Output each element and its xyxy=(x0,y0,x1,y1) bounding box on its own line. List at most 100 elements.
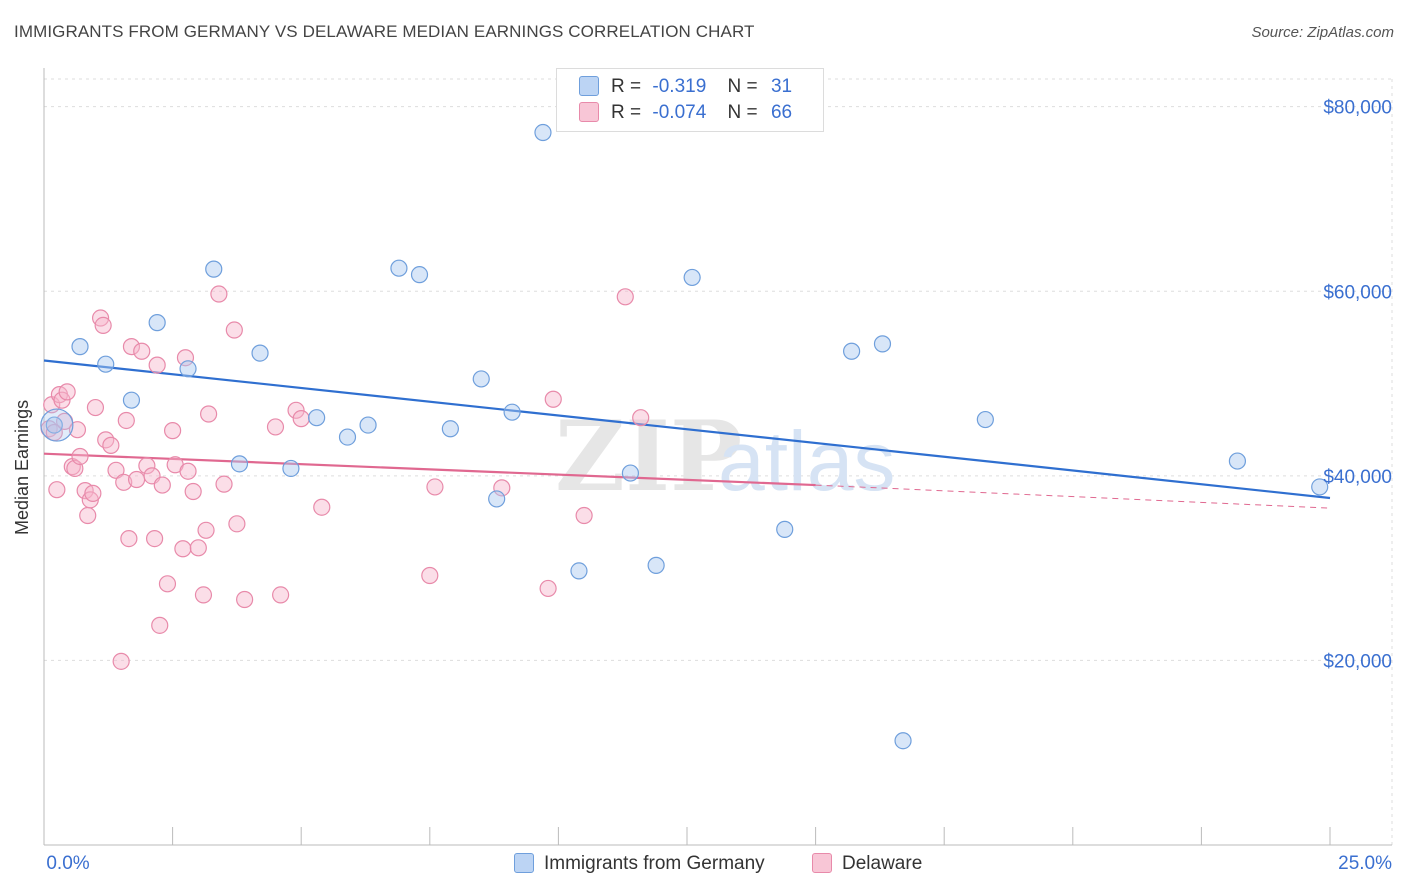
delaware-point xyxy=(151,616,169,634)
germany-point xyxy=(359,416,377,434)
watermark: ZIP atlas xyxy=(555,400,895,513)
germany-point xyxy=(390,259,408,277)
delaware-point xyxy=(194,586,213,604)
germany-point xyxy=(179,360,197,378)
legend-row-germany: R = -0.319 N = 31 xyxy=(579,76,792,100)
germany-point xyxy=(1311,478,1329,496)
legend-r-label: R = xyxy=(611,102,642,123)
legend-n-value: 66 xyxy=(770,102,793,123)
delaware-point xyxy=(272,586,290,604)
delaware-point xyxy=(421,566,439,585)
x-tick-label: 0.0% xyxy=(46,853,89,874)
legend-n-label: N = xyxy=(727,102,758,123)
delaware-point xyxy=(58,383,76,401)
delaware-point xyxy=(79,506,97,525)
germany-point xyxy=(976,410,994,429)
germany-point xyxy=(894,732,912,750)
germany-point xyxy=(647,556,665,574)
delaware-point xyxy=(287,401,305,419)
germany-point xyxy=(472,370,490,388)
legend-swatch-blue xyxy=(579,76,599,96)
germany-point xyxy=(205,260,223,278)
delaware-point xyxy=(426,478,444,496)
delaware-point xyxy=(112,652,130,670)
germany-trend-line xyxy=(43,359,1331,500)
bottom-legend-germany: Immigrants from Germany xyxy=(514,853,765,875)
y-tick-label: $80,000 xyxy=(1323,98,1392,119)
delaware-point xyxy=(86,398,105,417)
delaware-point xyxy=(266,418,285,436)
germany-point xyxy=(488,490,506,508)
delaware-point xyxy=(102,436,120,454)
bottom-legend-label: Immigrants from Germany xyxy=(544,853,765,874)
delaware-point xyxy=(200,405,218,423)
x-tick-label: 25.0% xyxy=(1338,853,1392,874)
source-label: Source: ZipAtlas.com xyxy=(1251,24,1394,41)
germany-point xyxy=(97,355,115,373)
delaware-point xyxy=(133,342,151,360)
germany-point xyxy=(1228,452,1247,470)
y-tick-label: $20,000 xyxy=(1323,651,1392,672)
germany-point xyxy=(621,464,640,482)
legend-r-label: R = xyxy=(611,76,642,97)
germany-point xyxy=(40,408,74,442)
axes xyxy=(43,68,1392,846)
delaware-point xyxy=(197,521,215,539)
delaware-point xyxy=(184,482,202,501)
trend-lines xyxy=(43,359,1331,509)
delaware-point xyxy=(107,461,125,479)
delaware-point xyxy=(493,479,511,497)
delaware-point xyxy=(616,288,634,306)
correlation-legend: R = -0.319 N = 31 R = -0.074 N = 66 xyxy=(556,68,824,132)
bottom-legend-swatch-blue xyxy=(514,853,534,873)
delaware-point xyxy=(48,481,66,499)
delaware-point xyxy=(148,356,166,374)
delaware-point xyxy=(117,411,135,430)
germany-point xyxy=(534,123,552,142)
germany-point xyxy=(503,403,521,421)
bottom-legend-swatch-pink xyxy=(812,853,832,873)
germany-point xyxy=(570,562,588,580)
delaware-point xyxy=(84,484,102,502)
y-axis-label: Median Earnings xyxy=(12,399,32,535)
delaware-point xyxy=(158,575,177,593)
delaware-trend-extension xyxy=(815,484,1331,509)
y-tick-label: $60,000 xyxy=(1323,282,1392,303)
germany-point xyxy=(683,268,701,287)
delaware-point xyxy=(145,529,164,548)
legend-row-delaware: R = -0.074 N = 66 xyxy=(579,102,792,126)
legend-n-value: 31 xyxy=(770,76,793,97)
legend-r-value: -0.319 xyxy=(652,76,707,97)
germany-point xyxy=(282,459,300,478)
germany-point xyxy=(251,344,269,362)
germany-point xyxy=(441,420,459,438)
germany-point xyxy=(338,428,357,446)
delaware-point xyxy=(225,321,243,339)
germany-point xyxy=(122,391,141,409)
delaware-point xyxy=(215,475,233,493)
chart-title: IMMIGRANTS FROM GERMANY VS DELAWARE MEDI… xyxy=(14,22,755,41)
delaware-point xyxy=(539,579,557,598)
delaware-point xyxy=(575,506,593,525)
delaware-point xyxy=(53,391,71,409)
delaware-point xyxy=(176,349,195,367)
delaware-trend-line xyxy=(43,452,816,487)
data-points xyxy=(40,123,1329,750)
delaware-point xyxy=(122,338,141,356)
delaware-point xyxy=(138,457,156,475)
legend-swatch-pink xyxy=(579,102,599,122)
germany-point xyxy=(776,520,794,538)
germany-point xyxy=(308,409,326,427)
tick-labels: $20,000 $40,000 $60,000 $80,000 0.0% 25.0% xyxy=(46,98,1392,874)
delaware-point xyxy=(313,498,331,516)
germany-point xyxy=(410,266,429,284)
legend-r-value: -0.074 xyxy=(652,102,707,123)
delaware-point xyxy=(179,462,197,480)
delaware-point xyxy=(71,447,89,466)
germany-point xyxy=(148,314,166,332)
delaware-point xyxy=(544,390,562,408)
delaware-point xyxy=(210,285,228,303)
bottom-legend-label: Delaware xyxy=(842,853,923,874)
legend-n-label: N = xyxy=(727,76,758,97)
delaware-point xyxy=(127,470,146,489)
